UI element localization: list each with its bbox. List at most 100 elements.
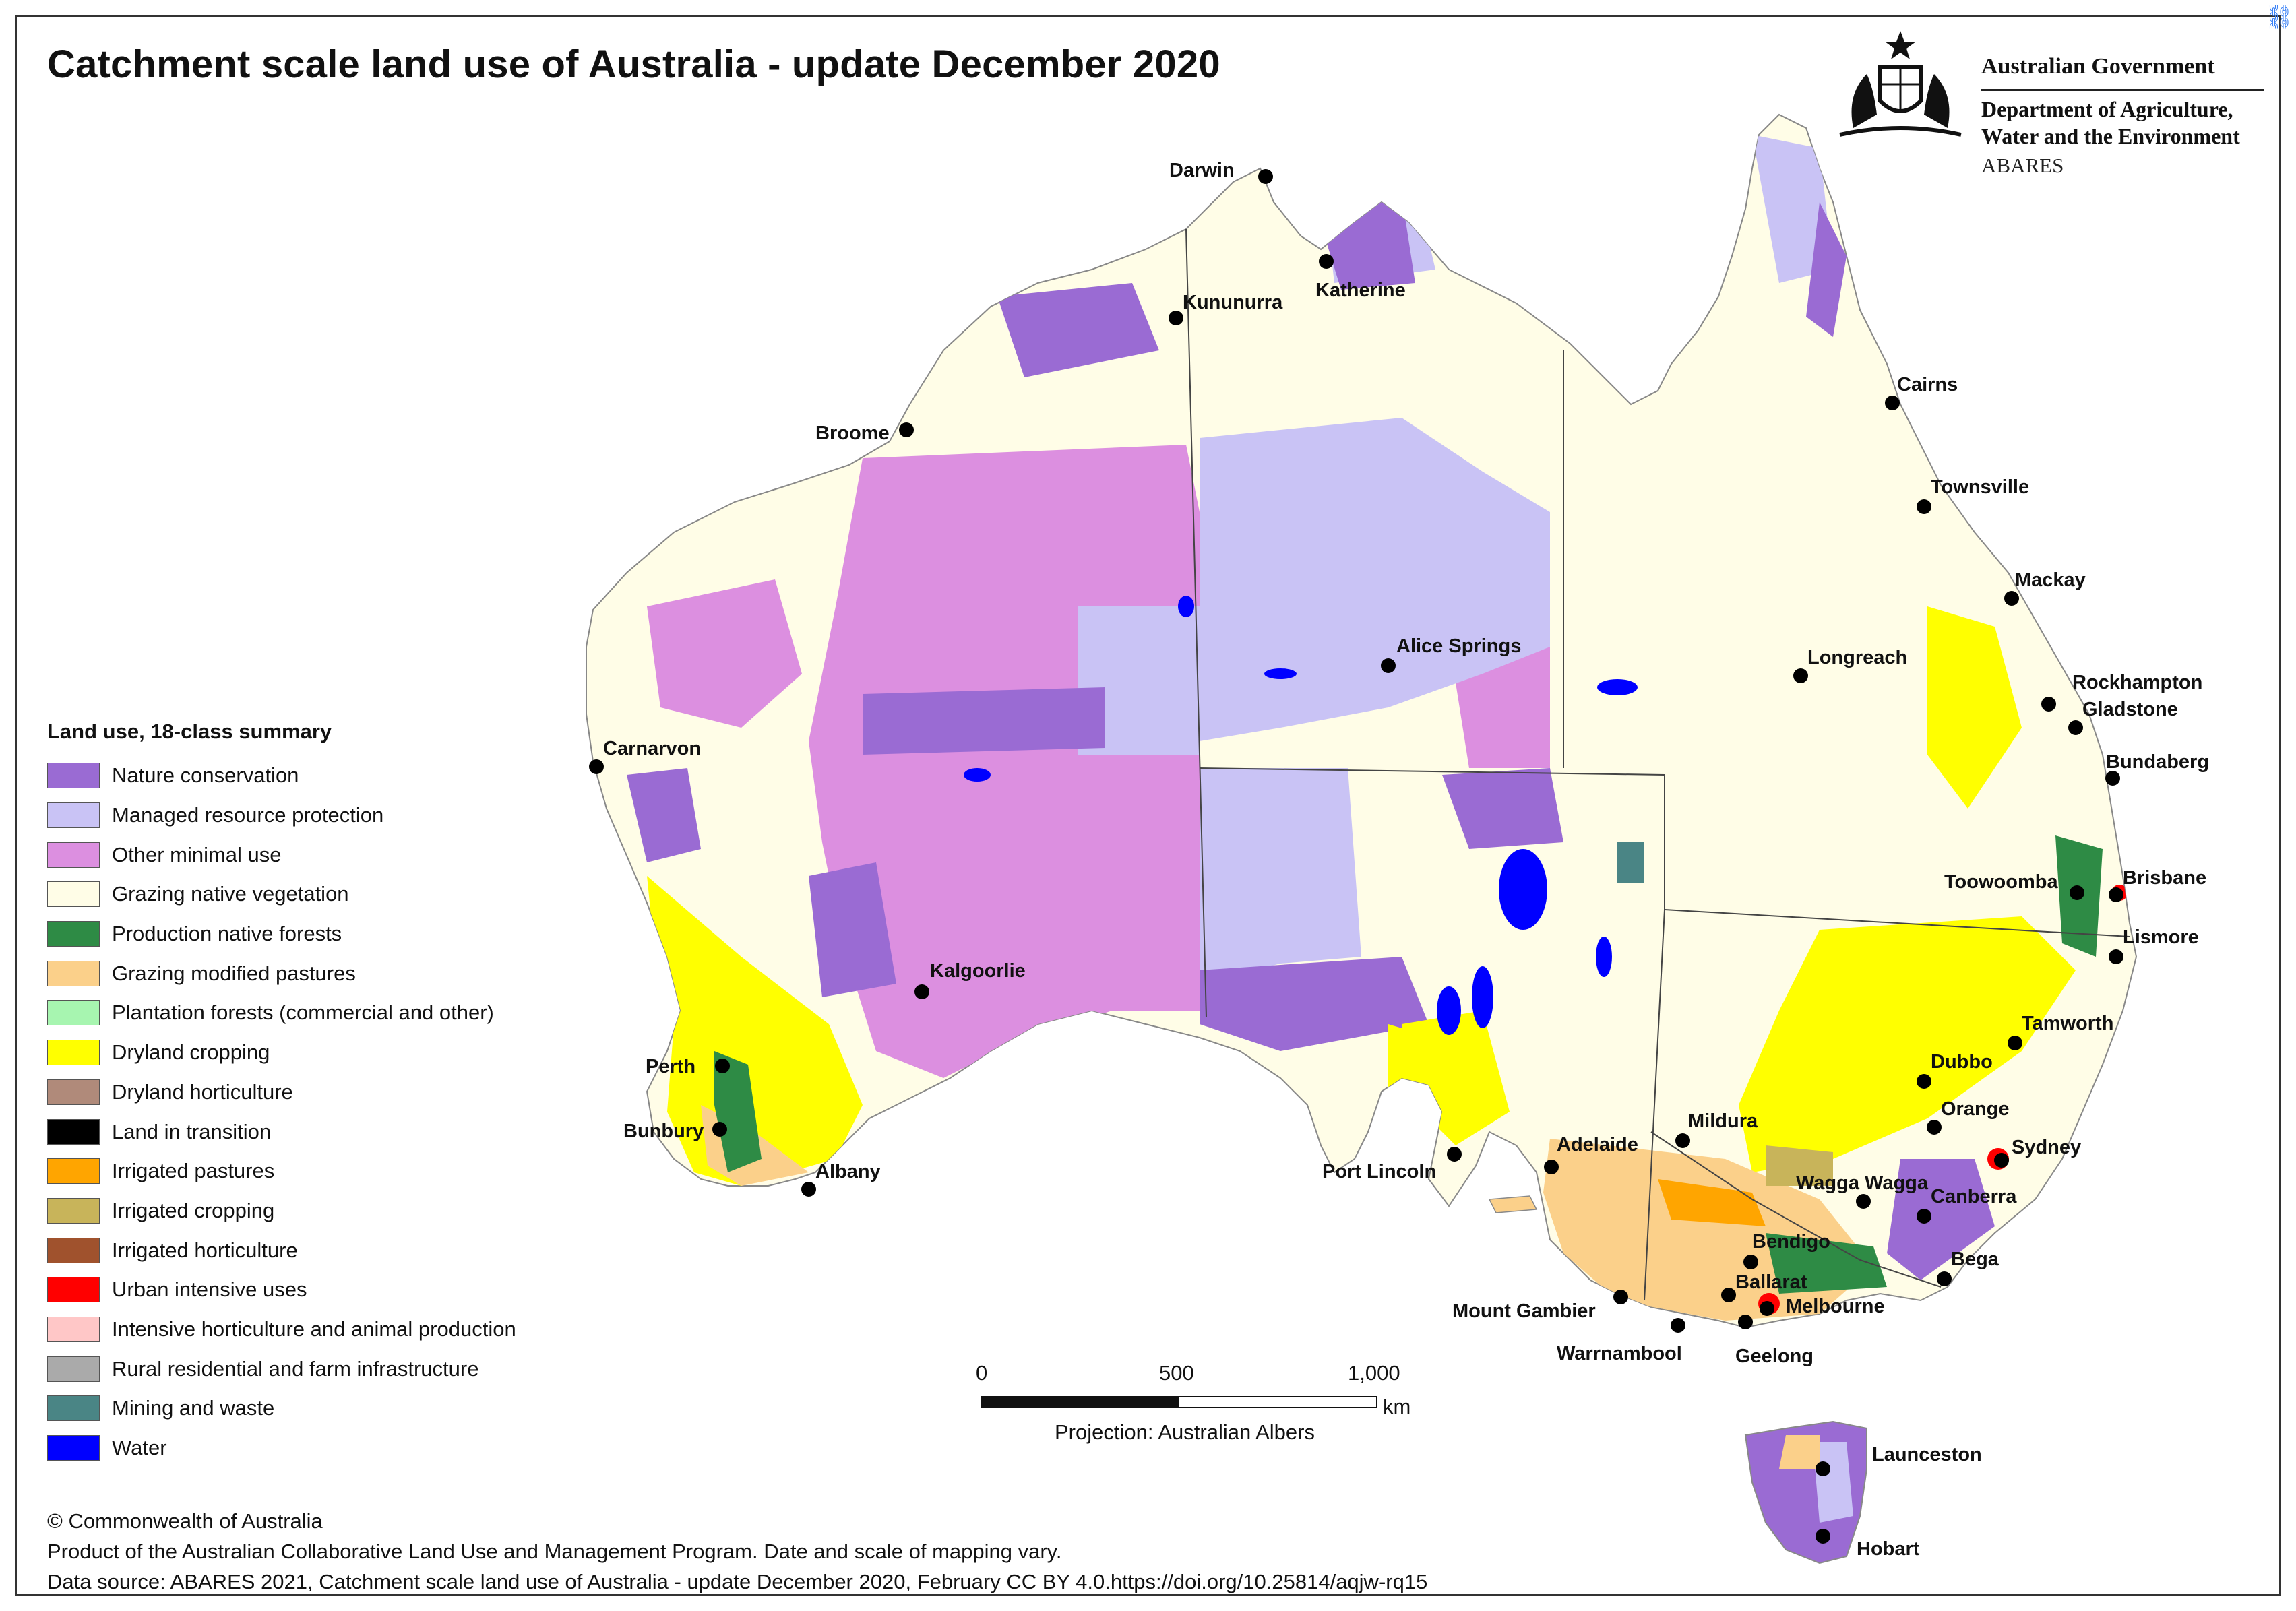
legend-item: Land in transition: [47, 1112, 600, 1151]
legend-label: Other minimal use: [112, 842, 282, 866]
svg-text:Townsville: Townsville: [1931, 476, 2029, 498]
legend-swatch: [47, 1158, 100, 1184]
svg-text:Ballarat: Ballarat: [1735, 1271, 1807, 1293]
svg-text:Melbourne: Melbourne: [1786, 1296, 1885, 1317]
legend-label: Grazing modified pastures: [112, 961, 356, 985]
region-managed-resource-protection-cape: [1752, 135, 1833, 283]
svg-text:Carnarvon: Carnarvon: [603, 738, 701, 759]
legend-label: Plantation forests (commercial and other…: [112, 1001, 494, 1025]
region-nature-conservation-nullarbor: [1200, 957, 1429, 1051]
city-canberra: Canberra: [1917, 1186, 2017, 1224]
city-geelong: Geelong: [1735, 1315, 1813, 1367]
svg-text:Albany: Albany: [815, 1161, 881, 1182]
legend-item: Rural residential and farm infrastructur…: [47, 1349, 600, 1389]
svg-text:Mackay: Mackay: [2015, 569, 2086, 591]
svg-text:Katherine: Katherine: [1315, 280, 1406, 301]
city-bega: Bega: [1937, 1249, 1999, 1286]
legend-label: Nature conservation: [112, 763, 299, 788]
land-use-regions: [627, 135, 2128, 1321]
city-darwin: Darwin: [1169, 160, 1273, 184]
svg-text:Launceston: Launceston: [1872, 1444, 1982, 1465]
legend-title: Land use, 18-class summary: [47, 720, 332, 743]
region-nature-conservation-east-coast: [1887, 1159, 1995, 1280]
city-toowoomba: Toowoomba: [1944, 871, 2084, 900]
border-wa-east: [1185, 228, 1207, 1018]
legend-label: Mining and waste: [112, 1396, 275, 1420]
region-managed-resource-protection-nt: [1200, 418, 1550, 741]
legend-item: Nature conservation: [47, 756, 600, 796]
scale-bar: 0 500 1,000 km: [970, 1361, 1442, 1449]
legend-label: Urban intensive uses: [112, 1277, 307, 1302]
legend-swatch: [47, 960, 100, 986]
legend-swatch: [47, 1000, 100, 1026]
water-lake-torrens: [1472, 966, 1493, 1028]
water-lake-amadeus: [1264, 668, 1297, 679]
map-title: Catchment scale land use of Australia - …: [47, 42, 1220, 86]
city-mackay: Mackay: [2004, 569, 2086, 606]
svg-text:Warrnambool: Warrnambool: [1557, 1343, 1682, 1364]
product-note: Product of the Australian Collaborative …: [47, 1540, 1062, 1563]
legend-item: Dryland cropping: [47, 1033, 600, 1073]
city-perth: Perth: [646, 1056, 730, 1077]
city-tamworth: Tamworth: [2008, 1013, 2113, 1050]
legend-item: Irrigated horticulture: [47, 1230, 600, 1270]
legend-swatch: [47, 881, 100, 908]
city-albany: Albany: [801, 1161, 881, 1197]
svg-text:Adelaide: Adelaide: [1557, 1134, 1638, 1156]
svg-text:Wagga Wagga: Wagga Wagga: [1796, 1172, 1929, 1194]
city-orange: Orange: [1927, 1098, 2010, 1135]
city-longreach: Longreach: [1793, 647, 1907, 683]
legend-item: Plantation forests (commercial and other…: [47, 993, 600, 1033]
city-rockhampton: Rockhampton: [2041, 672, 2202, 712]
coat-of-arms-icon: [1839, 31, 1962, 137]
region-dryland-cropping-wa: [647, 876, 863, 1186]
city-sydney: Sydney: [1994, 1137, 2081, 1168]
kangaroo-island: [1488, 1195, 1538, 1213]
border-nt-sa: [1199, 767, 1665, 776]
water-lake-mackay: [1178, 596, 1194, 617]
region-production-native-forests-vic: [1766, 1233, 1887, 1294]
legend-label: Irrigated horticulture: [112, 1238, 298, 1262]
legend-swatch: [47, 1197, 100, 1224]
svg-text:Geelong: Geelong: [1735, 1346, 1813, 1367]
svg-text:Lismore: Lismore: [2123, 926, 2199, 948]
water-lake-gairdner: [1437, 986, 1461, 1035]
government-name: Australian Government: [1981, 54, 2215, 79]
water-channel-country: [1597, 679, 1638, 695]
city-broome: Broome: [815, 422, 914, 444]
scale-tick-1000: 1,000: [1348, 1361, 1400, 1385]
city-cairns: Cairns: [1885, 374, 1958, 410]
legend-items: Nature conservation Managed resource prot…: [47, 756, 600, 1467]
city-bendigo: Bendigo: [1743, 1231, 1830, 1269]
region-dryland-cropping-east: [1739, 916, 2076, 1172]
legend-label: Land in transition: [112, 1119, 272, 1143]
city-bunbury: Bunbury: [623, 1120, 727, 1142]
region-other-minimal-use-west: [809, 445, 1200, 1078]
region-mining-and-waste-sa: [1617, 842, 1644, 883]
region-managed-resource-protection-sa: [1200, 768, 1361, 984]
legend-label: Intensive horticulture and animal produc…: [112, 1317, 516, 1341]
scale-unit: km: [1383, 1395, 1411, 1418]
city-ballarat: Ballarat: [1721, 1271, 1807, 1302]
svg-text:Bendigo: Bendigo: [1752, 1231, 1830, 1253]
svg-text:Port Lincoln: Port Lincoln: [1322, 1161, 1436, 1182]
city-brisbane: Brisbane: [2109, 867, 2206, 902]
svg-text:Kununurra: Kununurra: [1183, 292, 1283, 313]
legend-swatch: [47, 842, 100, 868]
region-irrigated-cropping-riverina: [1766, 1145, 1833, 1186]
legend-item: Other minimal use: [47, 835, 600, 875]
legend: Land use, 18-class summary Nature conser…: [47, 720, 600, 1467]
link-icon[interactable]: ⛓: [2264, 5, 2294, 30]
legend-swatch: [47, 921, 100, 947]
legend-label: Dryland horticulture: [112, 1079, 293, 1104]
city-markers: Darwin Katherine Kununurra Broome Cairns…: [589, 160, 2209, 1560]
svg-text:Toowoomba: Toowoomba: [1944, 871, 2058, 893]
department-name-line1: Department of Agriculture,: [1981, 97, 2233, 121]
legend-swatch: [47, 1237, 100, 1263]
tasmania-grazing-pastures: [1779, 1435, 1820, 1469]
city-hobart: Hobart: [1816, 1529, 1920, 1560]
legend-swatch: [47, 1079, 100, 1105]
city-launceston: Launceston: [1816, 1444, 1982, 1476]
legend-swatch: [47, 1395, 100, 1422]
city-kalgoorlie: Kalgoorlie: [914, 960, 1026, 999]
